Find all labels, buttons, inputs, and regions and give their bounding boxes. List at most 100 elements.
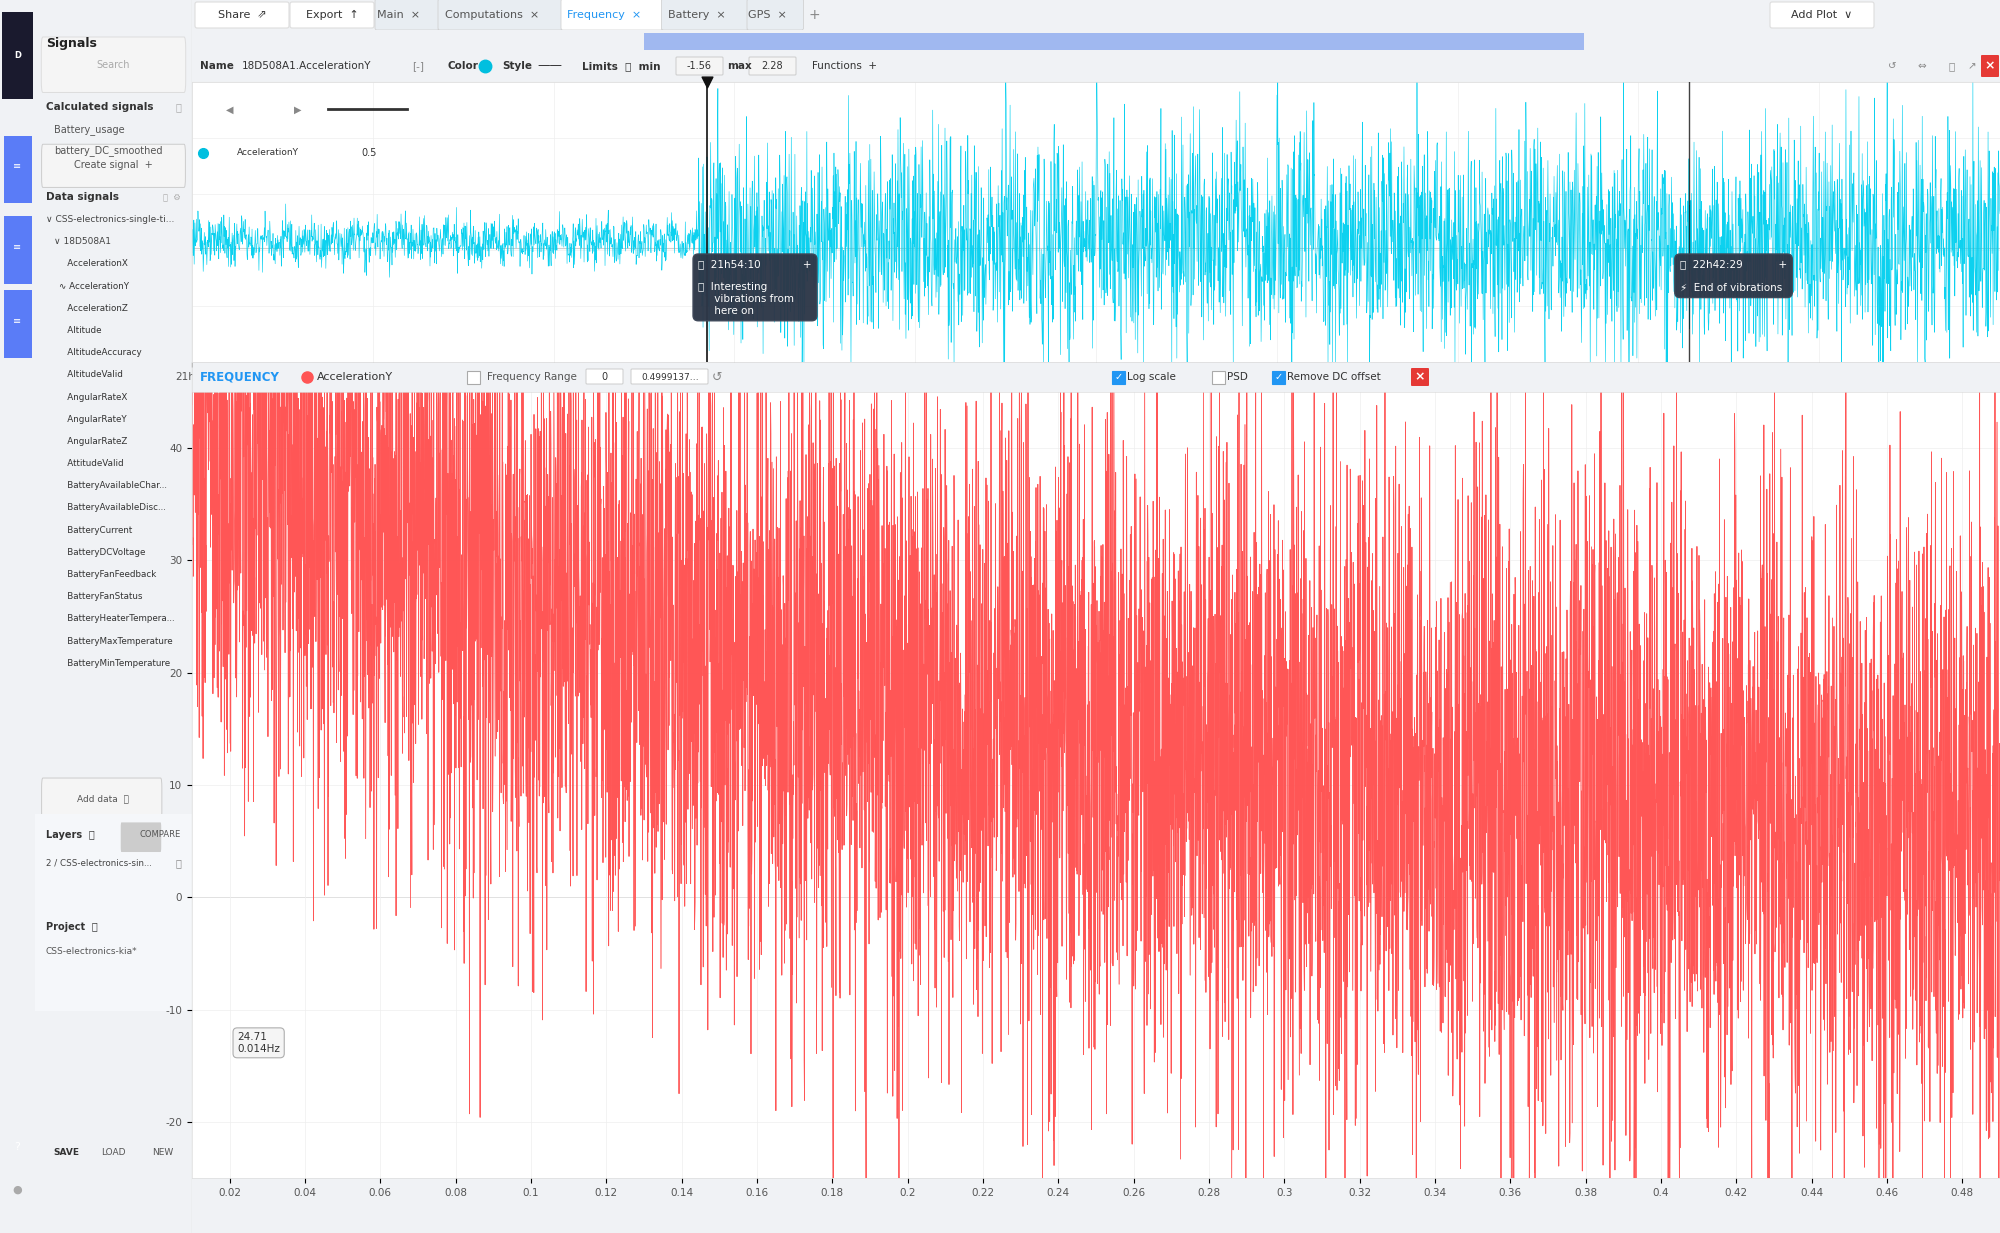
Text: AltitudeAccuracy: AltitudeAccuracy bbox=[58, 348, 142, 358]
Text: Functions  +: Functions + bbox=[812, 60, 876, 72]
Text: ——: —— bbox=[536, 59, 562, 73]
Text: Export  ↑: Export ↑ bbox=[306, 10, 358, 20]
Text: BatteryFanStatus: BatteryFanStatus bbox=[58, 592, 142, 602]
Text: Frequency  ×: Frequency × bbox=[566, 10, 640, 20]
Text: Limits  ⓘ  min: Limits ⓘ min bbox=[582, 60, 660, 72]
Text: 0.4999137…: 0.4999137… bbox=[642, 372, 698, 381]
FancyBboxPatch shape bbox=[1112, 370, 1124, 383]
Text: CSS-electronics-kia*: CSS-electronics-kia* bbox=[46, 947, 138, 957]
Text: Battery  ×: Battery × bbox=[668, 10, 726, 20]
Text: Computations  ×: Computations × bbox=[444, 10, 540, 20]
Text: BatteryDCVoltage: BatteryDCVoltage bbox=[58, 547, 144, 557]
Text: ⏱  22h42:29           +

⚡  End of vibrations: ⏱ 22h42:29 + ⚡ End of vibrations bbox=[1680, 259, 1788, 292]
Text: ∨ 18D508A1: ∨ 18D508A1 bbox=[54, 237, 110, 247]
Text: BatteryHeaterTempera...: BatteryHeaterTempera... bbox=[58, 614, 174, 624]
Text: AccelerationY: AccelerationY bbox=[316, 372, 394, 382]
Text: Frequency Range: Frequency Range bbox=[488, 372, 576, 382]
Text: Project  ⓘ: Project ⓘ bbox=[46, 922, 98, 932]
Text: ⇔: ⇔ bbox=[1918, 60, 1926, 72]
Text: ×: × bbox=[1984, 59, 1996, 73]
Text: ✓: ✓ bbox=[1274, 372, 1284, 382]
Point bbox=[692, 73, 724, 92]
Text: Battery_usage: Battery_usage bbox=[54, 125, 124, 134]
Text: AngularRateY: AngularRateY bbox=[58, 414, 126, 424]
Text: LOAD: LOAD bbox=[102, 1148, 126, 1158]
Text: Altitude: Altitude bbox=[58, 326, 102, 335]
Text: AccelerationX: AccelerationX bbox=[58, 259, 128, 269]
Text: ?: ? bbox=[14, 1142, 20, 1152]
Text: 📋: 📋 bbox=[1948, 60, 1956, 72]
Text: GPS  ×: GPS × bbox=[748, 10, 786, 20]
Text: Name: Name bbox=[200, 60, 234, 72]
Text: D: D bbox=[14, 51, 20, 60]
Text: +: + bbox=[808, 7, 820, 22]
Text: ⏱  21h54:10             +

👤  Interesting
     vibrations from
     here on: ⏱ 21h54:10 + 👤 Interesting vibrations fr… bbox=[698, 259, 812, 316]
Text: AngularRateX: AngularRateX bbox=[58, 392, 126, 402]
Text: Search: Search bbox=[96, 59, 130, 70]
Text: BatteryFanFeedback: BatteryFanFeedback bbox=[58, 570, 156, 580]
Text: 0: 0 bbox=[600, 372, 608, 382]
Text: ×: × bbox=[1414, 370, 1426, 383]
Bar bbox=[2, 12, 34, 99]
Text: BatteryCurrent: BatteryCurrent bbox=[58, 525, 132, 535]
Text: BatteryAvailableChar...: BatteryAvailableChar... bbox=[58, 481, 166, 491]
Text: AltitudeValid: AltitudeValid bbox=[58, 370, 122, 380]
Text: Calculated signals: Calculated signals bbox=[46, 102, 154, 112]
Text: 18D508A1.AccelerationY: 18D508A1.AccelerationY bbox=[242, 60, 372, 72]
Text: -1.56: -1.56 bbox=[686, 60, 712, 72]
Text: BatteryAvailableDisc...: BatteryAvailableDisc... bbox=[58, 503, 166, 513]
FancyBboxPatch shape bbox=[632, 369, 708, 383]
Text: Layers  ⓘ: Layers ⓘ bbox=[46, 830, 94, 840]
Text: Color: Color bbox=[448, 60, 478, 72]
FancyBboxPatch shape bbox=[1770, 2, 1874, 28]
Text: AttitudeValid: AttitudeValid bbox=[58, 459, 124, 469]
FancyBboxPatch shape bbox=[748, 0, 804, 30]
Text: AngularRateZ: AngularRateZ bbox=[58, 436, 126, 446]
Text: [-]: [-] bbox=[412, 60, 424, 72]
Text: ⓘ: ⓘ bbox=[176, 102, 182, 112]
Bar bbox=[644, 33, 1584, 51]
Text: ✓: ✓ bbox=[1114, 372, 1124, 382]
Bar bbox=[4, 216, 32, 284]
FancyBboxPatch shape bbox=[196, 2, 288, 28]
Text: BatteryMinTemperature: BatteryMinTemperature bbox=[58, 658, 170, 668]
Text: BatteryMaxTemperature: BatteryMaxTemperature bbox=[58, 636, 172, 646]
Text: battery_DC_smoothed: battery_DC_smoothed bbox=[54, 145, 162, 155]
Text: ≡: ≡ bbox=[14, 316, 22, 326]
Bar bbox=[4, 290, 32, 358]
Bar bbox=[4, 136, 32, 203]
FancyBboxPatch shape bbox=[376, 0, 440, 30]
FancyBboxPatch shape bbox=[676, 57, 724, 75]
Text: Add data  🔍: Add data 🔍 bbox=[76, 794, 128, 804]
Text: ∨ CSS-electronics-single-ti...: ∨ CSS-electronics-single-ti... bbox=[46, 215, 174, 224]
Bar bbox=[36, 1085, 192, 1233]
Text: ≡: ≡ bbox=[14, 162, 22, 171]
Text: PSD: PSD bbox=[1228, 372, 1248, 382]
FancyBboxPatch shape bbox=[1212, 370, 1224, 383]
FancyBboxPatch shape bbox=[42, 778, 162, 821]
FancyBboxPatch shape bbox=[466, 370, 480, 383]
Text: ∿ AccelerationY: ∿ AccelerationY bbox=[58, 281, 128, 291]
Bar bbox=[36, 900, 192, 1011]
Text: Style: Style bbox=[502, 60, 532, 72]
Text: Create signal  +: Create signal + bbox=[74, 160, 152, 170]
FancyBboxPatch shape bbox=[1272, 370, 1284, 383]
FancyBboxPatch shape bbox=[586, 369, 624, 383]
FancyBboxPatch shape bbox=[120, 822, 162, 852]
Text: 2.28: 2.28 bbox=[762, 60, 782, 72]
Text: ≡: ≡ bbox=[14, 242, 22, 252]
Text: AccelerationZ: AccelerationZ bbox=[58, 303, 128, 313]
Text: Add Plot  ∨: Add Plot ∨ bbox=[1792, 10, 1852, 20]
FancyBboxPatch shape bbox=[290, 2, 374, 28]
FancyBboxPatch shape bbox=[1980, 55, 2000, 76]
Text: Log scale: Log scale bbox=[1128, 372, 1176, 382]
Text: max: max bbox=[728, 60, 752, 72]
FancyBboxPatch shape bbox=[42, 144, 186, 187]
FancyBboxPatch shape bbox=[438, 0, 562, 30]
Text: ⓘ  ⚙: ⓘ ⚙ bbox=[164, 192, 182, 202]
Text: Signals: Signals bbox=[46, 37, 96, 49]
Text: ↺: ↺ bbox=[712, 370, 722, 383]
FancyBboxPatch shape bbox=[662, 0, 748, 30]
Text: ●: ● bbox=[12, 1185, 22, 1195]
Text: NEW: NEW bbox=[152, 1148, 174, 1158]
